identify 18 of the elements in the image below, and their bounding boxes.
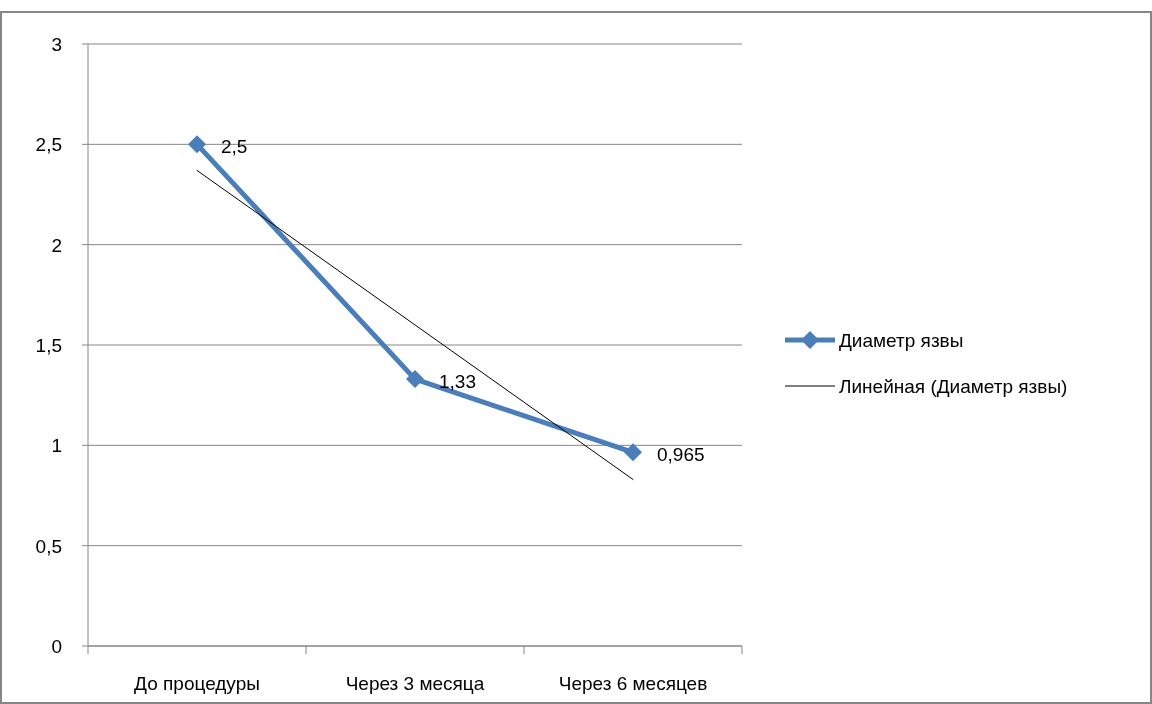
point <box>406 370 424 389</box>
y-tick-label: 0 <box>51 636 62 657</box>
y-tick-label: 1 <box>51 435 62 457</box>
data-label: 0,965 <box>657 444 705 466</box>
point <box>624 443 642 462</box>
y-tick-label: 3 <box>51 34 62 55</box>
data-label: 1,33 <box>439 371 476 393</box>
legend-label: Диаметр язвы <box>839 330 964 351</box>
y-tick-label: 2 <box>51 234 62 256</box>
x-tick-label: Через 6 месяцев <box>558 673 708 694</box>
y-tick-label: 2,5 <box>35 134 62 156</box>
x-tick-label: Через 3 месяца <box>345 673 485 694</box>
point <box>188 135 206 154</box>
x-tick-label: До процедуры <box>134 673 260 694</box>
data-label: 2,5 <box>221 136 248 158</box>
y-tick-label: 0,5 <box>35 535 62 557</box>
legend-label: Линейная (Диаметр язвы) <box>839 376 1068 397</box>
y-tick-label: 1,5 <box>35 335 62 356</box>
